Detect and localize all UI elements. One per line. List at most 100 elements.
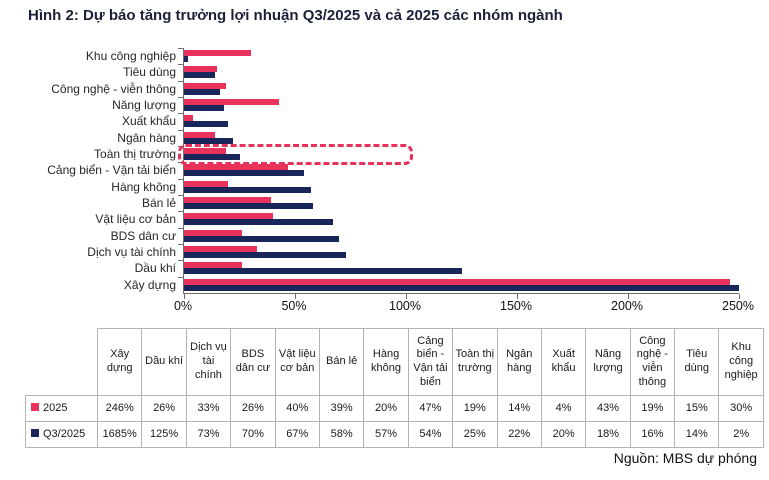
table-header-cell: Khu công nghiệp [718,328,764,396]
source-note: Nguồn: MBS dự phóng [613,450,757,466]
x-axis-tick-label: 200% [611,299,643,313]
category-label: Vật liệu cơ bản [95,212,176,227]
bar-q3-2025 [184,88,220,95]
table-header-cell: Hàng không [363,328,409,396]
highlight-dashed-box [178,144,413,165]
table-header-cell: Cảng biển - Vận tải biển [407,328,454,396]
bar-chart: Khu công nghiệp Tiêu dùng Công nghệ - viễn… [0,48,769,313]
bar-q3-2025 [184,105,224,111]
table-value-cell: 2% [718,421,764,448]
legend-swatch-icon [31,429,39,438]
table-value-cell: 14% [496,395,542,422]
table-value-cell: 16% [629,421,676,448]
table-header-cell: Vật liệu cơ bản [274,328,320,396]
x-axis-tick [739,294,740,299]
bar-q3-2025 [184,268,462,275]
table-value-cell: 22% [496,421,542,448]
table-value-cell: 40% [274,395,320,422]
bar-q3-2025 [184,56,189,62]
category-label: Hàng không [111,179,176,194]
table-value-cell: 26% [230,395,276,422]
table-value-cell: 20% [363,395,409,422]
bar-2025 [184,278,731,285]
legend-label: 2025 [43,401,68,414]
table-header-cell: Ngân hàng [496,328,542,396]
table-value-cell: 26% [141,395,187,422]
bar-q3-2025 [184,203,313,209]
table-value-cell: 58% [318,421,365,448]
category-label: Năng lượng [112,98,176,112]
bar-q3-2025 [184,284,739,291]
table-header-cell: Bán lẻ [318,328,365,396]
table-header-cell: Dầu khí [141,328,187,396]
chart-title: Hình 2: Dự báo tăng trưởng lợi nhuận Q3/… [28,7,563,24]
table-value-cell: 57% [363,421,409,448]
bar-2025 [184,131,216,138]
bar-2025 [184,213,273,220]
table-header-cell: Dịch vụ tài chính [185,328,232,396]
x-axis-tick [628,294,629,299]
category-label: BDS dân cư [110,228,176,243]
bar-q3-2025 [184,137,233,144]
table-value-cell: 19% [629,395,676,422]
bar-2025 [184,164,289,171]
plot-area [178,48,740,299]
table-value-cell: 4% [540,395,587,422]
x-axis-tick [517,294,518,299]
bar-2025 [184,262,242,269]
table-row: Q3/2025 1685% 125% 73% 70% 67% 58% 57% 54% 25% 22%… [25,421,764,448]
table-value-cell: 1685% [96,421,143,448]
x-axis-tick [295,294,296,299]
category-label: Dịch vụ tài chính [87,245,176,259]
category-label: Cảng biển - Vận tải biển [47,163,176,178]
y-axis-tick [178,129,183,131]
x-axis-tick [184,294,185,299]
table-header-cell: Xuất khẩu [540,328,587,396]
y-axis-tick [178,178,183,180]
y-axis-tick [178,195,183,196]
x-axis-tick [406,294,407,299]
x-axis-tick-label: 250% [722,299,754,313]
y-axis-tick [178,211,183,213]
table-row: 2025 246% 26% 33% 26% 40% 39% 20% 47% 19% 14% 4% 43%… [25,395,764,422]
bar-q3-2025 [184,252,347,258]
y-axis-tick [178,244,183,245]
bar-2025 [184,50,251,56]
y-axis-tick [178,260,183,262]
table-value-cell: 73% [185,421,232,448]
table-value-cell: 25% [452,421,498,448]
y-axis-tick [178,80,183,82]
table-value-cell: 19% [452,395,498,422]
y-axis-tick [178,48,183,49]
table-header-cell: Xây dựng [96,328,143,396]
bar-q3-2025 [184,170,304,177]
table-legend-cell: Q3/2025 [25,421,98,448]
table-value-cell: 54% [407,421,454,448]
table-header-cell: Toàn thị trường [452,328,498,396]
category-label: Dầu khí [134,261,176,276]
category-label: Công nghệ - viễn thông [51,81,176,96]
category-label: Xây dựng [123,277,176,292]
y-axis-tick [178,276,183,278]
bar-q3-2025 [184,219,333,226]
bar-q3-2025 [184,121,229,128]
table-header-cell: Công nghệ - viễn thông [629,328,676,396]
category-label: Ngân hàng [117,130,176,145]
data-table-wrap: Xây dựng Dầu khí Dịch vụ tài chính BDS dân … [25,328,764,448]
bar-2025 [184,197,271,203]
data-table: Xây dựng Dầu khí Dịch vụ tài chính BDS dân … [25,328,764,448]
table-corner-cell [25,328,98,396]
table-value-cell: 14% [674,421,720,448]
bar-2025 [184,82,227,89]
table-value-cell: 70% [230,421,276,448]
table-value-cell: 39% [318,395,365,422]
bar-2025 [184,148,227,154]
category-label: Tiêu dùng [123,65,176,80]
y-axis-tick [178,113,183,115]
table-header-cell: BDS dân cư [230,328,276,396]
category-label: Khu công nghiệp [85,49,176,63]
x-axis-tick-label: 0% [173,299,193,313]
table-value-cell: 33% [185,395,232,422]
table-legend-cell: 2025 [25,395,98,422]
